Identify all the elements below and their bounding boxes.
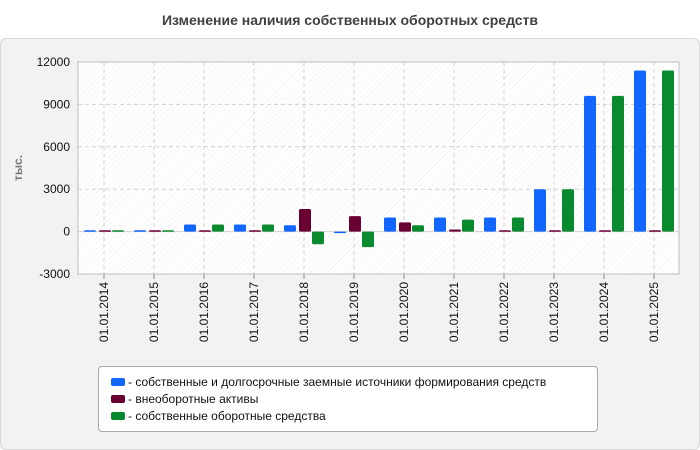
bar-noncurrent-assets bbox=[649, 230, 661, 232]
bar-sources bbox=[534, 189, 546, 232]
bar-noncurrent-assets bbox=[599, 230, 611, 232]
bar-sources bbox=[134, 230, 146, 232]
plot-border bbox=[77, 61, 680, 275]
x-tick-label: 01.01.2021 bbox=[447, 282, 461, 342]
legend-item-sources: - собственные и долгосрочные заемные ист… bbox=[99, 373, 597, 390]
bar-noncurrent-assets bbox=[199, 230, 211, 232]
y-tick-label: 12000 bbox=[37, 55, 71, 69]
x-tick-label: 01.01.2015 bbox=[147, 282, 161, 342]
x-tick-label: 01.01.2020 bbox=[397, 282, 411, 342]
y-tick-label: 3000 bbox=[43, 182, 70, 196]
bar-working-capital bbox=[362, 231, 374, 248]
bar-working-capital bbox=[412, 225, 424, 232]
bar-working-capital bbox=[462, 219, 474, 232]
bar-sources bbox=[334, 231, 346, 234]
bar-working-capital bbox=[212, 224, 224, 232]
bar-sources bbox=[434, 217, 446, 232]
legend-swatch-sources bbox=[111, 377, 125, 386]
bar-working-capital bbox=[162, 230, 174, 232]
chart-title: Изменение наличия собственных оборотных … bbox=[161, 12, 539, 28]
bar-working-capital bbox=[112, 230, 124, 232]
legend-label-sources: - собственные и долгосрочные заемные ист… bbox=[128, 374, 547, 389]
x-tick-label: 01.01.2022 bbox=[497, 282, 511, 342]
x-tick-label: 01.01.2019 bbox=[347, 282, 361, 342]
x-tick-label: 01.01.2024 bbox=[597, 282, 611, 342]
x-tick-label: 01.01.2014 bbox=[97, 282, 111, 342]
bar-sources bbox=[634, 70, 646, 232]
bar-sources bbox=[234, 224, 246, 232]
legend-label-noncurrent-assets: - внеоборотные активы bbox=[128, 391, 259, 406]
bar-working-capital bbox=[662, 70, 674, 232]
bar-sources bbox=[484, 217, 496, 232]
x-tick-label: 01.01.2023 bbox=[547, 282, 561, 342]
bar-sources bbox=[384, 217, 396, 232]
x-tick-label: 01.01.2025 bbox=[647, 282, 661, 342]
bar-working-capital bbox=[562, 189, 574, 232]
bar-working-capital bbox=[612, 95, 624, 232]
x-tick-label: 01.01.2018 bbox=[297, 282, 311, 342]
bar-noncurrent-assets bbox=[99, 230, 111, 232]
legend-item-working-capital: - собственные оборотные средства bbox=[99, 407, 597, 424]
bar-noncurrent-assets bbox=[249, 230, 261, 232]
bar-sources bbox=[284, 225, 296, 232]
y-axis-label: тыс. bbox=[11, 155, 25, 181]
x-tick-label: 01.01.2016 bbox=[197, 282, 211, 342]
chart-legend: - собственные и долгосрочные заемные ист… bbox=[98, 366, 598, 432]
bar-noncurrent-assets bbox=[449, 229, 461, 232]
y-tick-label: 9000 bbox=[43, 97, 70, 111]
legend-item-noncurrent-assets: - внеоборотные активы bbox=[99, 390, 597, 407]
y-tick-label: 0 bbox=[63, 225, 70, 239]
y-tick-label: -3000 bbox=[39, 267, 70, 281]
plot-area-hatch bbox=[78, 62, 679, 274]
bar-working-capital bbox=[512, 217, 524, 232]
bar-sources bbox=[84, 230, 96, 232]
x-tick-label: 01.01.2017 bbox=[247, 282, 261, 342]
bar-noncurrent-assets bbox=[149, 230, 161, 232]
bar-sources bbox=[184, 224, 196, 232]
y-tick-label: 6000 bbox=[43, 140, 70, 154]
legend-label-working-capital: - собственные оборотные средства bbox=[128, 408, 326, 423]
bar-noncurrent-assets bbox=[499, 230, 511, 232]
bar-noncurrent-assets bbox=[549, 230, 561, 232]
legend-swatch-working-capital bbox=[111, 411, 125, 420]
legend-swatch-noncurrent-assets bbox=[111, 394, 125, 403]
bar-working-capital bbox=[262, 224, 274, 232]
bar-noncurrent-assets bbox=[299, 209, 311, 232]
bar-working-capital bbox=[312, 231, 324, 245]
bar-noncurrent-assets bbox=[399, 222, 411, 232]
bar-sources bbox=[584, 95, 596, 232]
bar-noncurrent-assets bbox=[349, 216, 361, 232]
